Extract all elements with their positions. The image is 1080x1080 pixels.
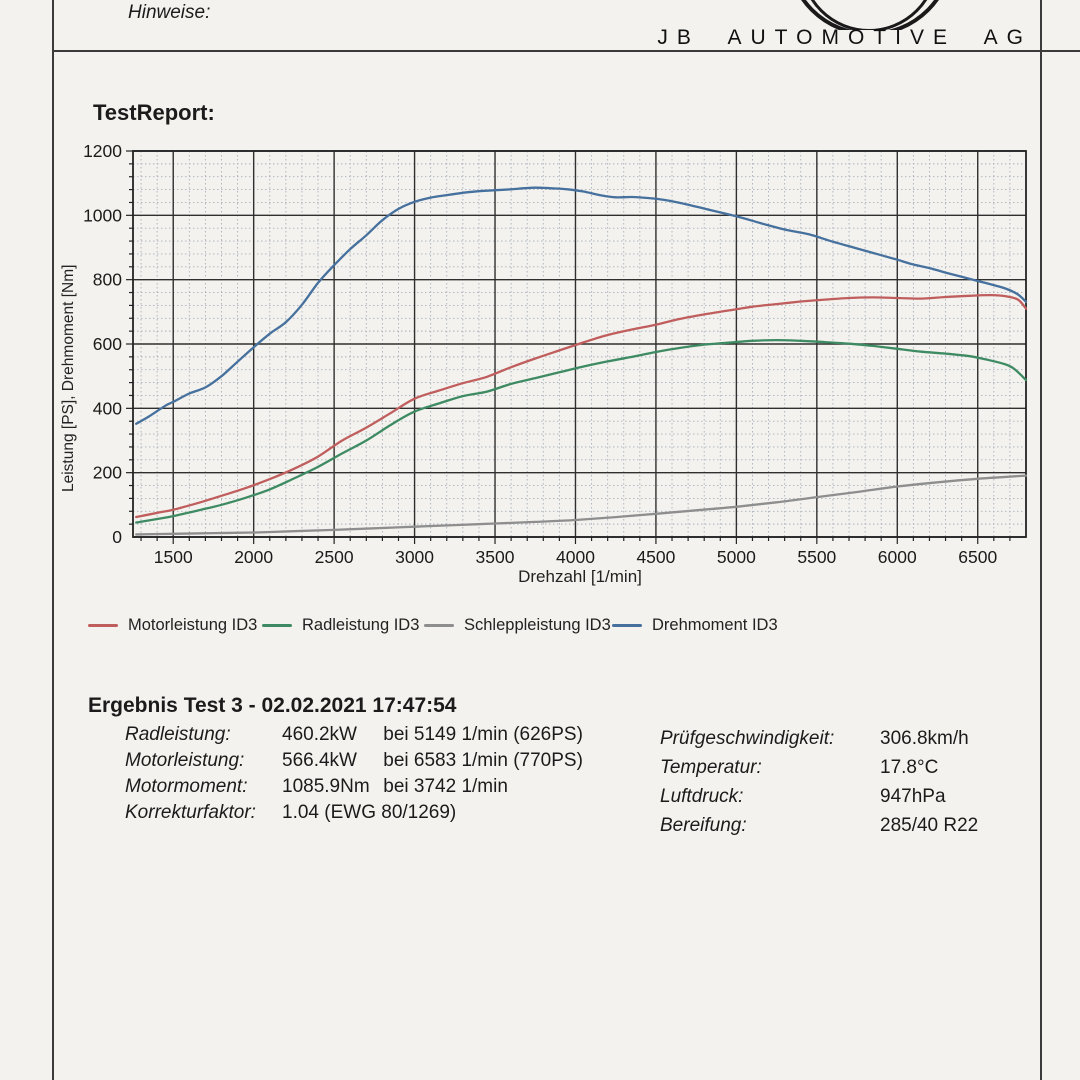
y-tick-label: 600 <box>93 334 122 354</box>
result-amount: 566.4kW <box>282 750 357 771</box>
x-tick-label: 1500 <box>154 547 193 567</box>
radleistung-line-swatch <box>262 624 292 627</box>
result-detail: bei 3742 1/min <box>383 776 508 797</box>
result-label: Temperatur: <box>660 757 762 778</box>
result-amount: 460.2kW <box>282 724 357 745</box>
result-detail: bei 6583 1/min (770PS) <box>383 750 583 771</box>
results-right-column: Prüfgeschwindigkeit: 306.8km/h Temperatur… <box>660 724 978 840</box>
result-label: Bereifung: <box>660 815 747 836</box>
result-label: Korrekturfaktor: <box>125 802 256 823</box>
y-tick-label: 1200 <box>83 141 122 161</box>
legend-label: Radleistung ID3 <box>302 616 420 634</box>
result-row-korrekturfaktor: Korrekturfaktor: 1.04 (EWG 80/1269) <box>125 800 583 826</box>
x-tick-label: 3000 <box>395 547 434 567</box>
result-value: 947hPa <box>880 786 946 807</box>
legend-label: Schleppleistung ID3 <box>464 616 611 634</box>
motorleistung-line-swatch <box>88 624 118 627</box>
y-tick-label: 1000 <box>83 205 122 225</box>
header-divider <box>52 50 1080 52</box>
curve-motorleistung-id3 <box>135 293 1028 519</box>
x-tick-label: 3500 <box>476 547 515 567</box>
legend-label: Drehmoment ID3 <box>652 616 778 634</box>
result-label: Motormoment: <box>125 776 248 797</box>
x-tick-label: 6000 <box>878 547 917 567</box>
page-border-left <box>52 0 54 1080</box>
result-row-radleistung: Radleistung: 460.2kW bei 5149 1/min (626P… <box>125 722 583 748</box>
result-amount: 1085.9Nm <box>282 776 370 797</box>
x-tick-label: 6500 <box>958 547 997 567</box>
legend-item-motorleistung: Motorleistung ID3 <box>88 616 257 635</box>
x-tick-label: 5000 <box>717 547 756 567</box>
hinweise-label: Hinweise: <box>128 2 211 23</box>
y-tick-label: 800 <box>93 270 122 290</box>
legend-item-drehmoment: Drehmoment ID3 <box>612 616 778 635</box>
x-axis-label: Drehzahl [1/min] <box>518 567 642 586</box>
y-tick-label: 0 <box>112 527 122 547</box>
result-detail: bei 5149 1/min (626PS) <box>383 724 583 745</box>
report-title: TestReport: <box>93 100 215 125</box>
curve-schleppleistung-id3 <box>135 474 1028 536</box>
result-row-bereifung: Bereifung: 285/40 R22 <box>660 811 978 840</box>
y-tick-label: 400 <box>93 398 122 418</box>
result-row-motorleistung: Motorleistung: 566.4kW bei 6583 1/min (77… <box>125 748 583 774</box>
result-label: Motorleistung: <box>125 750 245 771</box>
result-value: 285/40 R22 <box>880 815 979 836</box>
result-label: Prüfgeschwindigkeit: <box>660 728 835 749</box>
tick-labels: 1500 2000 2500 3000 3500 4000 4500 5000 5500 6000… <box>83 141 997 567</box>
result-row-motormoment: Motormoment: 1085.9Nm bei 3742 1/min <box>125 774 583 800</box>
x-tick-label: 5500 <box>797 547 836 567</box>
company-name: JB AUTOMOTIVE AG <box>657 26 1032 49</box>
result-row-luftdruck: Luftdruck: 947hPa <box>660 782 978 811</box>
result-label: Radleistung: <box>125 724 231 745</box>
legend-item-schleppleistung: Schleppleistung ID3 <box>424 616 611 635</box>
curve-radleistung-id3 <box>135 338 1028 524</box>
axis-ticks <box>126 150 1011 544</box>
drehmoment-line-swatch <box>612 624 642 627</box>
chart-legend: Motorleistung ID3 Radleistung ID3 Schlep… <box>0 616 1080 646</box>
results-heading: Ergebnis Test 3 - 02.02.2021 17:47:54 <box>88 694 457 717</box>
schleppleistung-line-swatch <box>424 624 454 627</box>
x-tick-label: 2500 <box>315 547 354 567</box>
y-axis-label: Leistung [PS], Drehmoment [Nm] <box>60 264 77 492</box>
x-tick-label: 4000 <box>556 547 595 567</box>
result-row-pruefgeschwindigkeit: Prüfgeschwindigkeit: 306.8km/h <box>660 724 978 753</box>
x-tick-label: 4500 <box>636 547 675 567</box>
results-left-column: Radleistung: 460.2kW bei 5149 1/min (626P… <box>125 722 583 826</box>
legend-label: Motorleistung ID3 <box>128 616 258 634</box>
result-row-temperatur: Temperatur: 17.8°C <box>660 753 978 782</box>
result-value: 17.8°C <box>880 757 939 778</box>
result-label: Luftdruck: <box>660 786 744 807</box>
result-value: 306.8km/h <box>880 728 969 749</box>
curve-drehmoment-id3 <box>135 186 1028 425</box>
result-amount: 1.04 (EWG 80/1269) <box>282 802 457 823</box>
legend-item-radleistung: Radleistung ID3 <box>262 616 419 635</box>
page-border-right <box>1040 0 1042 1080</box>
y-tick-label: 200 <box>93 463 122 483</box>
company-logo <box>780 0 960 30</box>
x-tick-label: 2000 <box>234 547 273 567</box>
